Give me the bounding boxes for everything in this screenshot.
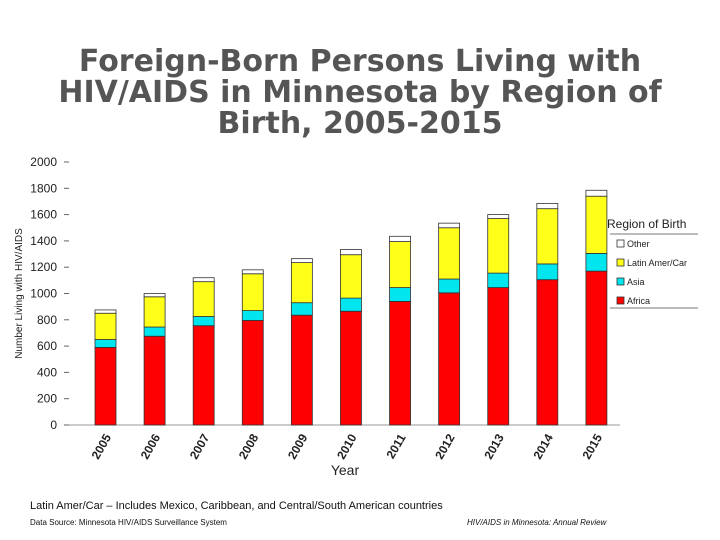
bar-segment-asia-2009 xyxy=(290,302,313,316)
x-tick-label: 2005 xyxy=(89,431,115,461)
data-source: Data Source: Minnesota HIV/AIDS Surveill… xyxy=(30,518,227,527)
bar-segment-asia-2008 xyxy=(241,310,264,321)
y-tick-label: 800 xyxy=(37,313,57,327)
bar-segment-latin-amer-car-2013 xyxy=(487,218,510,274)
bar-segment-asia-2013 xyxy=(487,272,510,288)
x-tick-label: 2014 xyxy=(530,431,556,461)
bar-segment-latin-amer-car-2009 xyxy=(290,262,313,304)
bar-segment-africa-2009 xyxy=(290,314,313,426)
title-line-2: HIV/AIDS in Minnesota by Region of xyxy=(58,75,662,110)
bar-segment-other-2011 xyxy=(389,235,411,242)
y-tick-label: 1000 xyxy=(30,287,57,301)
bar-segment-asia-2012 xyxy=(438,278,461,294)
bar-segment-africa-2007 xyxy=(192,325,215,426)
bar-segment-other-2008 xyxy=(241,269,264,275)
y-tick-label: 1800 xyxy=(30,181,57,195)
x-tick-label: 2012 xyxy=(432,431,458,461)
legend-label-latin-amer-car: Latin Amer/Car xyxy=(627,258,687,268)
bar-segment-other-2013 xyxy=(487,214,510,219)
bar-segment-asia-2011 xyxy=(389,287,411,302)
x-tick-label: 2013 xyxy=(481,431,507,461)
bar-segment-latin-amer-car-2005 xyxy=(94,312,117,340)
legend-swatch-asia xyxy=(616,277,625,286)
x-tick-label: 2011 xyxy=(383,431,408,461)
x-tick-label: 2006 xyxy=(138,431,164,461)
x-tick-label: 2010 xyxy=(334,431,360,461)
bar-segment-latin-amer-car-2010 xyxy=(340,254,362,299)
bar-segment-africa-2014 xyxy=(536,279,559,426)
bar-segment-africa-2013 xyxy=(487,287,510,426)
bar-segment-latin-amer-car-2015 xyxy=(585,195,608,254)
bar-segment-asia-2005 xyxy=(94,339,117,348)
stacked-bar-chart: 0 200 400 600 800 1000 1200 1400 1600 1800 2000 Num… xyxy=(14,155,700,478)
y-tick-label: 600 xyxy=(37,339,57,353)
legend-swatch-latin-amer-car xyxy=(616,258,625,267)
report-name: HIV/AIDS in Minnesota: Annual Review xyxy=(467,518,607,527)
bar-segment-africa-2011 xyxy=(389,300,411,426)
bar-segment-africa-2008 xyxy=(241,320,264,426)
bar-segment-latin-amer-car-2007 xyxy=(192,281,215,317)
legend-title: Region of Birth xyxy=(607,217,686,231)
bar-segment-africa-2005 xyxy=(94,347,117,426)
bar-segment-other-2010 xyxy=(340,249,362,256)
bar-segment-latin-amer-car-2012 xyxy=(438,227,461,280)
y-tick-label: 0 xyxy=(50,418,57,432)
bar-segment-asia-2010 xyxy=(340,297,362,312)
y-axis-label: Number Living with HIV/AIDS xyxy=(14,228,25,359)
bar-segment-other-2009 xyxy=(290,258,313,263)
bar-segment-other-2014 xyxy=(536,203,559,210)
bars-group xyxy=(94,189,608,426)
x-tick-label: 2009 xyxy=(285,431,311,461)
y-tick-label: 1400 xyxy=(30,234,57,248)
y-tick-label: 200 xyxy=(37,392,57,406)
legend-label-asia: Asia xyxy=(627,277,645,287)
y-tick-label: 1600 xyxy=(30,208,57,222)
x-tick-label: 2008 xyxy=(236,431,262,461)
chart-title: Foreign-Born Persons Living with HIV/AID… xyxy=(40,46,680,139)
y-tick-label: 400 xyxy=(37,365,57,379)
bar-segment-asia-2015 xyxy=(585,252,608,272)
bar-segment-africa-2015 xyxy=(585,270,608,426)
bar-segment-africa-2010 xyxy=(340,310,362,426)
bar-segment-asia-2006 xyxy=(143,326,166,337)
bar-segment-latin-amer-car-2011 xyxy=(389,241,411,288)
bar-segment-other-2006 xyxy=(143,293,166,298)
bar-segment-other-2012 xyxy=(438,222,461,229)
legend-label-other: Other xyxy=(627,239,650,249)
bar-segment-latin-amer-car-2006 xyxy=(143,296,166,328)
legend-label-africa: Africa xyxy=(627,296,650,306)
y-tick-label: 2000 xyxy=(30,155,57,169)
bar-segment-other-2015 xyxy=(585,189,608,197)
x-tick-label: 2007 xyxy=(187,431,213,461)
bar-segment-latin-amer-car-2008 xyxy=(241,273,264,311)
footnote: Latin Amer/Car – Includes Mexico, Caribb… xyxy=(30,500,443,512)
bar-segment-other-2005 xyxy=(94,309,117,314)
bar-segment-africa-2006 xyxy=(143,335,166,426)
bar-segment-asia-2014 xyxy=(536,263,559,281)
legend-swatch-other xyxy=(616,239,625,248)
bar-segment-asia-2007 xyxy=(192,316,215,327)
bar-segment-other-2007 xyxy=(192,277,215,283)
bar-segment-africa-2012 xyxy=(438,292,461,426)
x-axis-label: Year xyxy=(331,462,360,478)
y-tick-label: 1200 xyxy=(30,260,57,274)
bar-segment-latin-amer-car-2014 xyxy=(536,208,559,265)
x-tick-label: 2015 xyxy=(580,431,606,461)
title-line-3: Birth, 2005-2015 xyxy=(217,106,503,141)
legend-swatch-africa xyxy=(616,296,625,305)
legend: Region of Birth Other Latin Amer/Car Asia Af… xyxy=(607,212,700,310)
title-line-1: Foreign-Born Persons Living with xyxy=(78,44,642,79)
